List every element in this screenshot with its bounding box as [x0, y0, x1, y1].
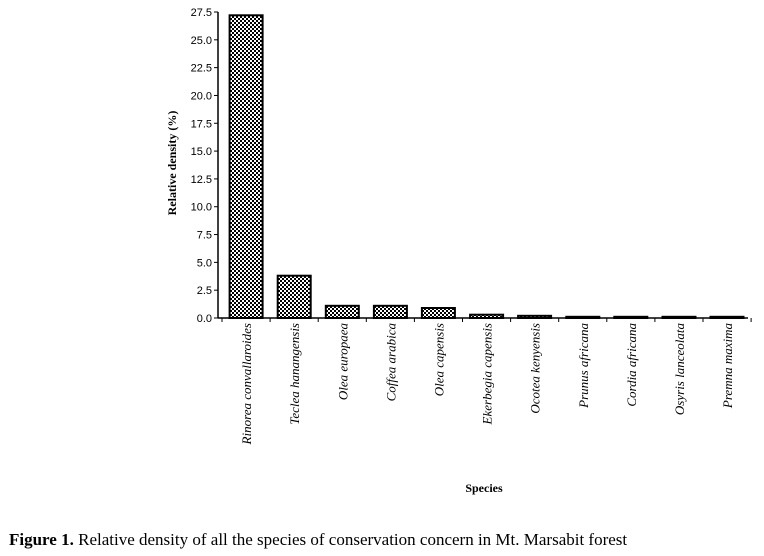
x-tick-label: Coffea arabica — [383, 323, 398, 402]
y-axis: 0.0 2.5 5.0 7.5 10.0 12.5 15.0 17.5 20.0 22.5 25.0… — [191, 7, 219, 325]
x-tick-label: Prunus africana — [576, 323, 591, 409]
y-tick-label: 7.5 — [197, 230, 212, 242]
x-tick-label: Olea europaea — [335, 323, 350, 401]
figure-caption: Figure 1. Relative density of all the sp… — [9, 530, 627, 550]
x-tick-label: Premna maxima — [720, 323, 735, 410]
x-tick-label: Ocotea kenyensis — [528, 323, 543, 414]
y-tick-label: 22.5 — [191, 63, 212, 75]
y-tick-label: 12.5 — [191, 174, 212, 186]
y-tick-label: 5.0 — [197, 257, 212, 269]
bar-3 — [372, 304, 408, 319]
y-tick-label: 2.5 — [197, 285, 212, 297]
caption-label: Figure 1. — [9, 530, 74, 549]
bars — [228, 14, 745, 320]
bar-0 — [228, 14, 264, 320]
x-tick-label: Rinorea convallaroides — [239, 323, 254, 445]
bar-chart: 0.0 2.5 5.0 7.5 10.0 12.5 15.0 17.5 20.0 22.5 25.0… — [165, 7, 752, 495]
x-tick-label: Cordia africana — [624, 323, 639, 407]
y-tick-label: 15.0 — [191, 146, 212, 158]
y-tick-label: 17.5 — [191, 118, 212, 130]
x-axis — [218, 317, 752, 322]
caption-text: Relative density of all the species of c… — [73, 530, 628, 549]
y-tick-label: 10.0 — [191, 202, 212, 214]
x-tick-label: Osyris lanceolata — [672, 323, 687, 416]
x-tick-label: Ekerbegia capensis — [480, 323, 495, 425]
bar-4 — [420, 307, 456, 319]
bar-2 — [324, 304, 360, 319]
y-tick-label: 0.0 — [197, 313, 212, 325]
x-tick-label: Olea capensis — [431, 323, 446, 396]
x-tick-labels: Rinorea convallaroides Teclea hanangensis… — [239, 323, 735, 446]
bar-1 — [276, 274, 312, 320]
x-axis-title: Species — [465, 481, 503, 495]
x-tick-label: Teclea hanangensis — [287, 323, 302, 425]
y-axis-title: Relative density (%) — [165, 111, 179, 216]
y-tick-label: 27.5 — [191, 7, 212, 19]
y-tick-label: 20.0 — [191, 90, 212, 102]
y-tick-label: 25.0 — [191, 35, 212, 47]
